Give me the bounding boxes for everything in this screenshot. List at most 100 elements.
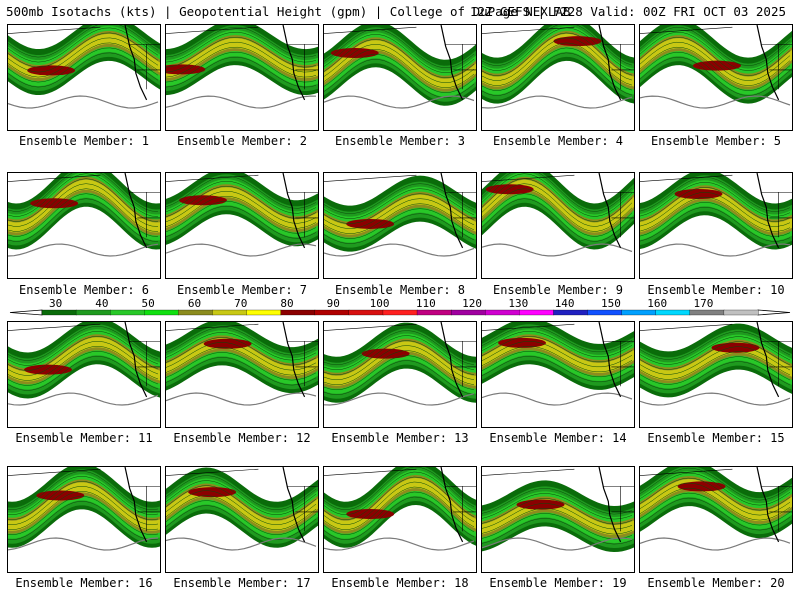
ensemble-member-label-14: Ensemble Member: 14 — [489, 431, 627, 445]
ensemble-member-panel-6 — [7, 172, 161, 279]
isotach-contour — [482, 32, 633, 76]
isotach-contour — [482, 42, 633, 86]
political-boundaries — [8, 323, 160, 387]
isotach-contour — [166, 175, 317, 209]
isotach-band-50 — [8, 173, 160, 241]
colorbar-tick-label: 170 — [694, 297, 714, 310]
ensemble-member-panel-15 — [639, 321, 793, 428]
isotach-contour — [8, 351, 159, 386]
coastline — [598, 25, 622, 101]
political-boundaries — [8, 174, 160, 238]
colorbar-segment — [144, 309, 180, 316]
colorbar-tick-label: 100 — [370, 297, 390, 310]
isotach-contour — [166, 205, 317, 239]
isotach-contour — [482, 503, 633, 530]
colorbar-segment — [450, 309, 486, 316]
political-boundaries — [8, 26, 160, 90]
ensemble-member-panel-14 — [481, 321, 635, 428]
colorbar-segment — [41, 309, 77, 316]
geopotential-height-contour — [166, 95, 317, 109]
political-boundaries — [166, 174, 318, 238]
political-boundaries — [482, 26, 634, 90]
colorbar-tick-label: 60 — [188, 297, 201, 310]
isotach-contour — [8, 476, 159, 516]
isotach-contour — [640, 497, 791, 531]
colorbar-tick-label: 30 — [49, 297, 62, 310]
isotach-contour — [8, 173, 159, 212]
isotach-contour — [324, 44, 475, 83]
political-boundaries — [482, 323, 634, 387]
jet-stream-map-11 — [8, 322, 160, 406]
colorbar-left-arrow — [9, 309, 43, 316]
isotach-contour — [482, 47, 633, 91]
isotach-contour — [8, 52, 159, 88]
isotach-contour — [640, 492, 791, 526]
coastline — [440, 173, 464, 249]
jet-core-80kt — [346, 509, 395, 520]
jet-stream-map-4 — [482, 25, 634, 109]
coastline — [598, 467, 622, 543]
coastline — [756, 25, 780, 101]
jet-core-80kt — [677, 481, 726, 492]
isotach-contour — [640, 482, 791, 516]
colorbar-segment — [314, 309, 350, 316]
isotach-band-70 — [166, 38, 318, 79]
isotach-contour — [166, 332, 317, 361]
isotach-contour — [8, 481, 159, 521]
isotach-contour — [166, 195, 317, 229]
geopotential-height-contour — [482, 537, 633, 551]
coastline — [598, 173, 622, 249]
ensemble-member-label-4: Ensemble Member: 4 — [492, 134, 624, 148]
colorbar-tick-label: 150 — [601, 297, 621, 310]
ensemble-member-label-10: Ensemble Member: 10 — [647, 283, 785, 297]
jet-core-80kt — [166, 64, 206, 75]
colorbar-segment — [723, 309, 759, 316]
isotach-band-70 — [640, 342, 792, 381]
isotach-contour — [166, 347, 317, 376]
colorbar-tick-label: 70 — [234, 297, 247, 310]
isotach-contour — [482, 52, 633, 96]
ensemble-member-label-3: Ensemble Member: 3 — [334, 134, 466, 148]
geopotential-height-contour — [8, 243, 159, 257]
colorbar-segment — [75, 309, 111, 316]
ensemble-member-panel-13 — [323, 321, 477, 428]
jet-stream-map-16 — [8, 467, 160, 551]
isotach-band-60 — [324, 338, 476, 389]
header-left: 500mb Isotachs (kts) | Geopotential Heig… — [6, 4, 571, 19]
jet-stream-map-17 — [166, 467, 318, 551]
ensemble-member-label-6: Ensemble Member: 6 — [18, 283, 150, 297]
isotach-contour — [482, 193, 633, 237]
isotach-contour — [640, 336, 791, 365]
coastline — [124, 173, 148, 249]
isotach-contour — [324, 360, 475, 396]
isotach-contour — [166, 357, 317, 386]
isotach-contour — [482, 341, 633, 368]
isotach-contour — [166, 51, 317, 83]
isotach-contour — [324, 203, 475, 234]
jet-stream-map-10 — [640, 173, 792, 257]
isotach-contour — [640, 472, 791, 506]
jet-core-80kt — [346, 218, 395, 229]
jet-stream-map-20 — [640, 467, 792, 551]
jet-stream-map-19 — [482, 467, 634, 553]
jet-core-80kt — [485, 184, 534, 195]
isotach-contour — [8, 183, 159, 227]
ensemble-member-panel-5 — [639, 24, 793, 131]
isotach-contour — [8, 27, 159, 63]
isotach-band-70 — [482, 179, 634, 233]
isotach-contour — [8, 501, 159, 541]
jet-stream-map-14 — [482, 322, 634, 406]
isotach-contour — [166, 180, 317, 214]
jet-stream-map-8 — [324, 173, 476, 257]
isotach-contour — [482, 331, 633, 358]
isotach-contour — [324, 49, 475, 88]
coastline — [282, 25, 306, 101]
isotach-contour — [8, 178, 159, 222]
coastline — [440, 467, 464, 543]
ensemble-member-label-7: Ensemble Member: 7 — [176, 283, 308, 297]
isotach-contour — [324, 467, 475, 510]
colorbar-segment — [382, 309, 418, 316]
ensemble-member-panel-10 — [639, 172, 793, 279]
colorbar-tick-label: 110 — [416, 297, 436, 310]
isotach-contour — [482, 183, 633, 227]
